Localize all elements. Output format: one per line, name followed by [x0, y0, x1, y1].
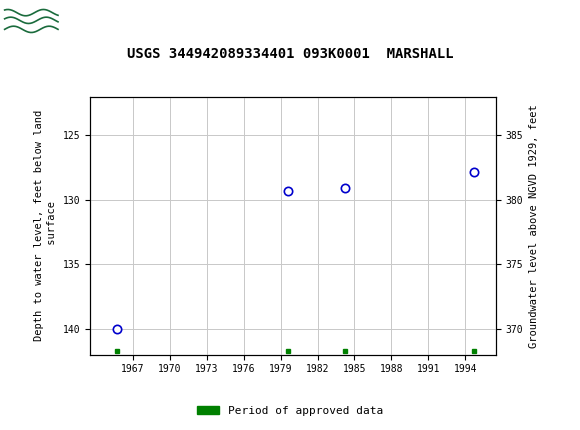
FancyBboxPatch shape: [3, 3, 61, 42]
Text: USGS: USGS: [67, 14, 122, 31]
Text: USGS 344942089334401 093K0001  MARSHALL: USGS 344942089334401 093K0001 MARSHALL: [126, 47, 454, 61]
Y-axis label: Depth to water level, feet below land
 surface: Depth to water level, feet below land su…: [34, 110, 57, 341]
Legend: Period of approved data: Period of approved data: [193, 401, 387, 420]
Y-axis label: Groundwater level above NGVD 1929, feet: Groundwater level above NGVD 1929, feet: [529, 104, 539, 347]
